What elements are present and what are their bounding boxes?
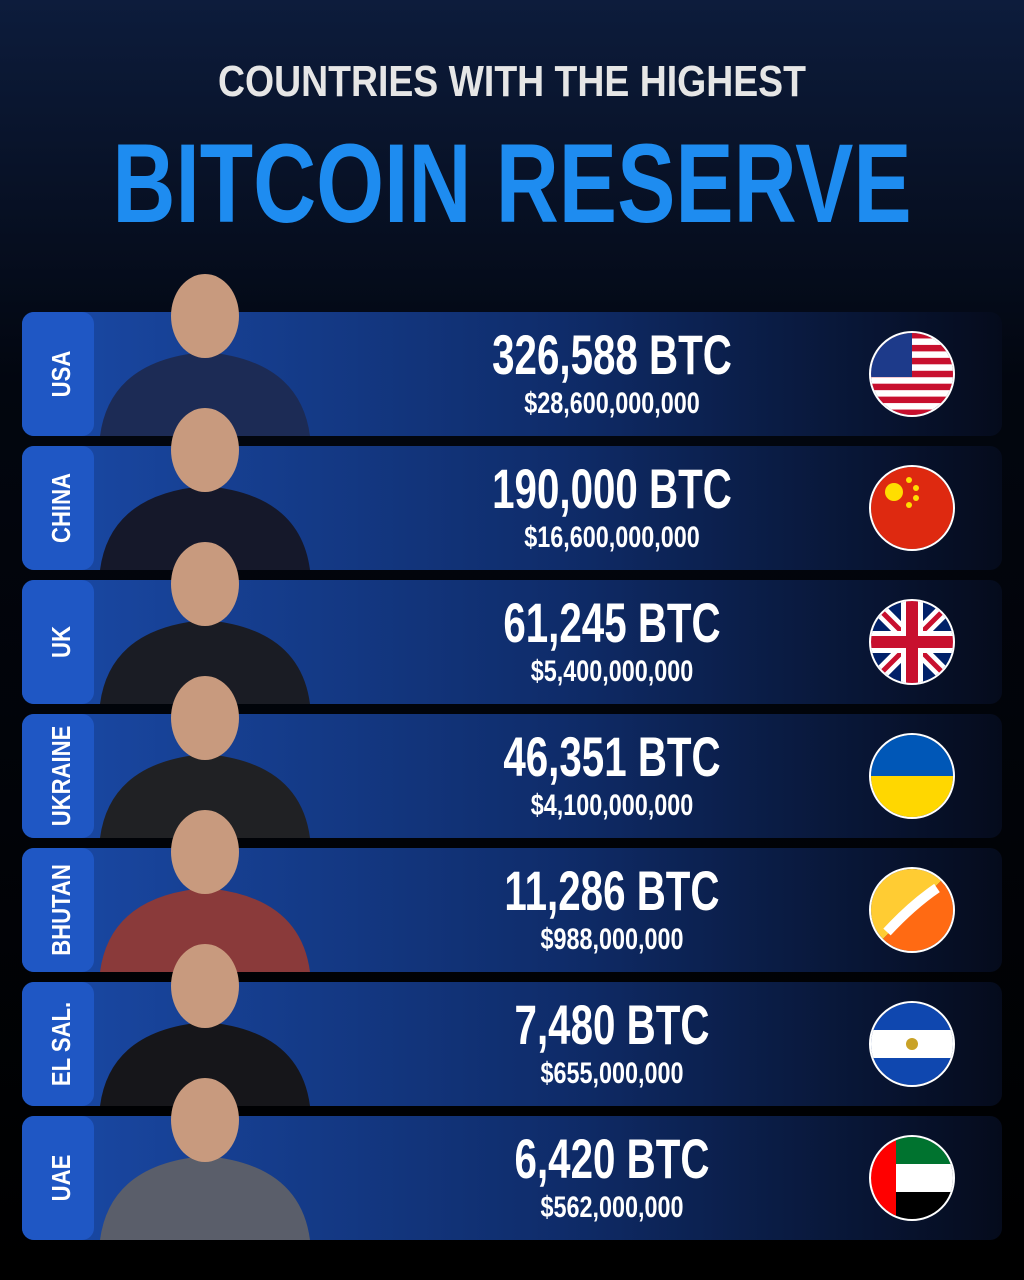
flag-part	[871, 409, 953, 415]
flag-part	[913, 485, 919, 491]
row: EL SAL. 7,480 BTC$655,000,000	[22, 944, 1002, 1106]
row: UKRAINE 46,351 BTC$4,100,000,000	[22, 676, 1002, 838]
usd-amount: $988,000,000	[540, 922, 683, 955]
country-label: UKRAINE	[47, 726, 76, 827]
flag-part	[871, 383, 953, 391]
flag-part	[871, 390, 953, 398]
row: CHINA 190,000 BTC$16,600,000,000	[22, 408, 1002, 570]
flag-part	[906, 477, 912, 483]
portrait-body	[100, 1022, 310, 1106]
portrait-body	[100, 486, 310, 570]
row-tab	[22, 848, 94, 972]
btc-amount: 11,286 BTC	[504, 861, 719, 923]
btc-amount: 7,480 BTC	[515, 995, 710, 1057]
usd-amount: $562,000,000	[540, 1190, 683, 1223]
row: BHUTAN 11,286 BTC$988,000,000	[22, 810, 1002, 972]
usd-amount: $28,600,000,000	[524, 386, 700, 419]
rows: USA 326,588 BTC$28,600,000,000 CHINA 190,00…	[22, 274, 1002, 1240]
row-tab	[22, 312, 94, 436]
flag	[871, 869, 953, 951]
flag-part	[871, 396, 953, 404]
country-label: CHINA	[47, 473, 76, 543]
flag-part	[871, 467, 953, 549]
portrait-body	[100, 754, 310, 838]
btc-amount: 190,000 BTC	[492, 459, 732, 521]
flag	[871, 1003, 953, 1085]
flag-part	[906, 1038, 918, 1050]
portrait-head	[171, 542, 239, 626]
row-tab	[22, 714, 94, 838]
portrait-body	[100, 888, 310, 972]
portrait-body	[100, 1156, 310, 1240]
flag	[871, 601, 953, 683]
flag-part	[885, 483, 903, 501]
country-label: UK	[47, 626, 76, 658]
usd-amount: $4,100,000,000	[531, 788, 694, 821]
usd-amount: $16,600,000,000	[524, 520, 700, 553]
portrait-head	[171, 676, 239, 760]
flag-part	[883, 883, 940, 936]
country-label: USA	[47, 351, 76, 398]
subtitle: COUNTRIES WITH THE HIGHEST	[218, 56, 806, 106]
row-tab	[22, 1116, 94, 1240]
country-label: EL SAL.	[47, 1002, 76, 1086]
usd-amount: $5,400,000,000	[531, 654, 694, 687]
flag-part	[871, 377, 953, 385]
portrait-head	[171, 274, 239, 358]
portrait-head	[171, 1078, 239, 1162]
row: UK 61,245 BTC$5,400,000,000	[22, 542, 1002, 704]
flag-ring	[869, 1135, 955, 1221]
flag	[871, 467, 953, 549]
portrait-body	[100, 352, 310, 436]
row: USA 326,588 BTC$28,600,000,000	[22, 274, 1002, 436]
country-label: UAE	[47, 1155, 76, 1202]
flag-ring	[869, 465, 955, 551]
flag-ring	[869, 599, 955, 685]
flag-ring	[869, 867, 955, 953]
portrait-body	[100, 620, 310, 704]
row: UAE 6,420 BTC$562,000,000	[22, 1078, 1002, 1240]
row-tab	[22, 580, 94, 704]
portrait-head	[171, 810, 239, 894]
flag-ring	[869, 1001, 955, 1087]
btc-amount: 326,588 BTC	[492, 325, 732, 387]
usd-amount: $655,000,000	[540, 1056, 683, 1089]
btc-amount: 61,245 BTC	[503, 593, 720, 655]
portrait-head	[171, 944, 239, 1028]
row-tab	[22, 982, 94, 1106]
title: BITCOIN RESERVE	[112, 122, 911, 247]
portrait-head	[171, 408, 239, 492]
btc-amount: 6,420 BTC	[515, 1129, 710, 1191]
country-label: BHUTAN	[47, 864, 76, 956]
flag-ring	[869, 331, 955, 417]
flag-part	[906, 502, 912, 508]
flag-part	[871, 601, 953, 683]
flag-ring	[869, 733, 955, 819]
row-tab	[22, 446, 94, 570]
flag-part	[871, 403, 953, 411]
flag-part	[913, 495, 919, 501]
btc-amount: 46,351 BTC	[503, 727, 720, 789]
